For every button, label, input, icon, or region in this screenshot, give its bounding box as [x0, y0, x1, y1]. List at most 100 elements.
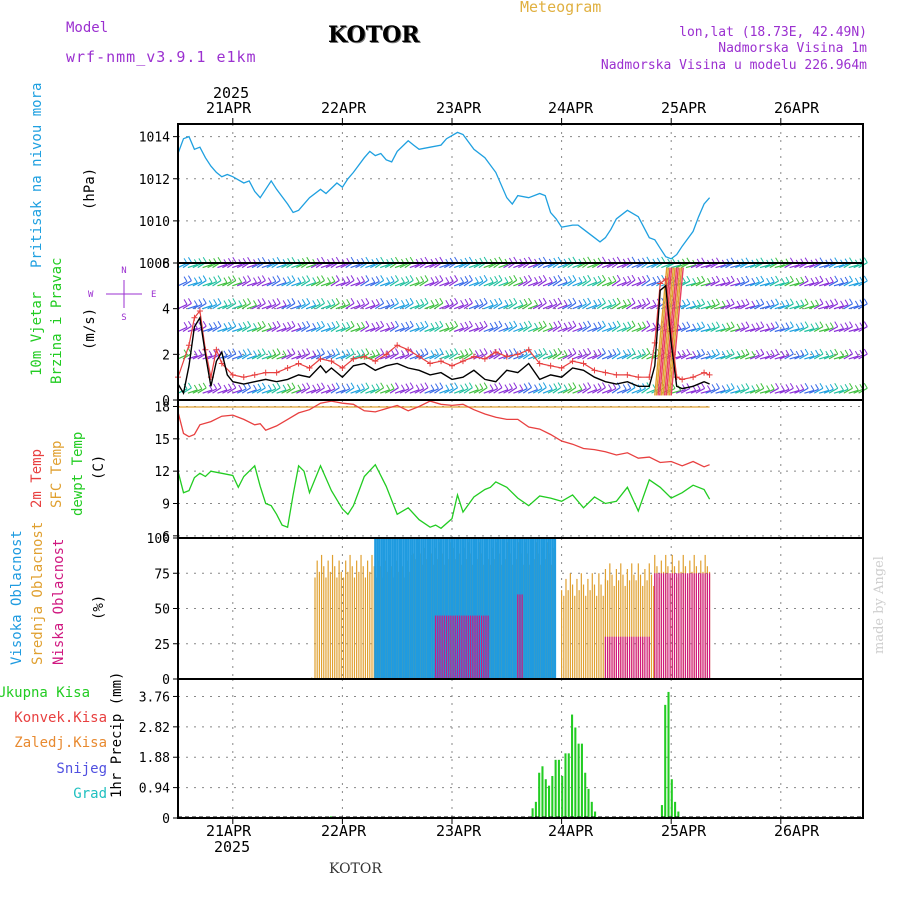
wind-barb: [489, 277, 494, 283]
wind-barb: [537, 325, 547, 332]
wind-barb: [764, 354, 775, 360]
wind-barb: [217, 257, 222, 263]
wind-barb: [853, 263, 864, 269]
wind-barb: [350, 354, 361, 360]
y-tick-label: 12: [154, 465, 170, 480]
wind-barb: [701, 321, 706, 327]
wind-barb: [276, 282, 287, 287]
wind-barb: [286, 325, 296, 333]
wind-barb: [612, 321, 617, 328]
wind-barb: [726, 276, 731, 283]
wind-barb: [749, 304, 760, 310]
wind-barb: [582, 279, 592, 287]
pressure-title: Pritisak na nivou mora: [29, 82, 45, 268]
wind-barb: [306, 275, 311, 281]
precip-bar: [677, 811, 680, 818]
wind-barb: [701, 257, 706, 264]
wind-barb: [636, 387, 646, 394]
wind-barb: [642, 275, 646, 282]
wind-barb: [616, 274, 621, 281]
wind-barb: [563, 350, 568, 356]
wind-barb: [819, 257, 824, 263]
wind-barb: [375, 321, 380, 328]
wind-barb: [685, 355, 696, 360]
wind-barb: [253, 300, 257, 306]
wind-barb: [468, 275, 473, 281]
wind-barb: [394, 281, 405, 287]
wind-barb: [815, 276, 819, 283]
wind-barb: [272, 299, 277, 305]
wind-barb: [360, 325, 370, 333]
wind-barb: [668, 267, 683, 396]
wind-barb: [330, 302, 340, 310]
wind-barb: [409, 263, 420, 269]
gust-marker: [306, 365, 313, 372]
wind-barb: [296, 326, 306, 333]
wind-barb: [823, 354, 834, 360]
wind-barb: [282, 322, 287, 329]
wind-barb: [726, 299, 731, 306]
wind-barb: [374, 387, 384, 394]
wind-barb: [642, 298, 646, 305]
wind-barb: [247, 275, 252, 281]
wind-barb: [327, 277, 331, 283]
wind-barb: [223, 323, 228, 329]
wind-barb: [188, 320, 192, 327]
wind-barb: [365, 263, 376, 269]
wind-barb: [572, 389, 583, 394]
wind-barb: [207, 326, 217, 333]
wind-barb: [710, 326, 720, 333]
wind-barb: [774, 355, 785, 360]
wind-barb: [345, 325, 355, 333]
wind-barb: [415, 384, 420, 391]
wind-barb: [809, 304, 819, 310]
wind-barb: [370, 326, 380, 333]
wind-barb: [741, 322, 746, 328]
wind-barb: [612, 348, 617, 355]
precip-bar: [580, 743, 583, 818]
wind-barb: [596, 279, 606, 287]
wind-barb: [582, 387, 592, 394]
wind-barb: [300, 387, 311, 394]
gust-marker: [317, 355, 324, 362]
wind-barb: [473, 280, 484, 287]
wind-barb: [760, 257, 765, 263]
wind-barb: [227, 353, 237, 360]
wind-barb: [320, 355, 331, 360]
wind-barb: [800, 276, 805, 283]
wind-barb: [223, 277, 228, 283]
wind-barb: [365, 275, 370, 281]
wind-barb: [631, 320, 636, 327]
wind-barb: [321, 275, 325, 281]
wind-barb: [306, 320, 311, 327]
wind-barb: [641, 325, 651, 332]
wind-barb: [444, 303, 454, 310]
wind-barb: [606, 280, 617, 287]
wind-barb: [281, 388, 291, 394]
wind-barb: [528, 382, 532, 388]
wind-barb: [493, 387, 503, 394]
wind-barb: [182, 302, 192, 310]
wind-barb: [587, 354, 597, 360]
wind-barb: [577, 326, 587, 333]
wind-barb: [819, 275, 824, 282]
wind-barb: [825, 350, 830, 357]
wind-barb: [519, 277, 524, 283]
wind-barb: [468, 304, 479, 310]
wind-barb: [775, 348, 780, 355]
wind-barb: [616, 347, 621, 354]
wind-barb: [685, 328, 696, 333]
wind-barb: [439, 320, 444, 327]
wind-barb: [572, 382, 577, 388]
wind-barb: [335, 355, 346, 360]
gust-marker: [481, 355, 488, 362]
wind-barb: [350, 327, 361, 333]
wind-barb: [483, 348, 488, 354]
wind-barb: [330, 325, 340, 333]
wind-barb: [223, 300, 228, 306]
wind-barb: [296, 388, 306, 394]
wind-barb: [409, 281, 420, 287]
wind-barb: [596, 302, 606, 310]
wind-barb: [652, 299, 657, 306]
wind-barb: [404, 279, 414, 287]
